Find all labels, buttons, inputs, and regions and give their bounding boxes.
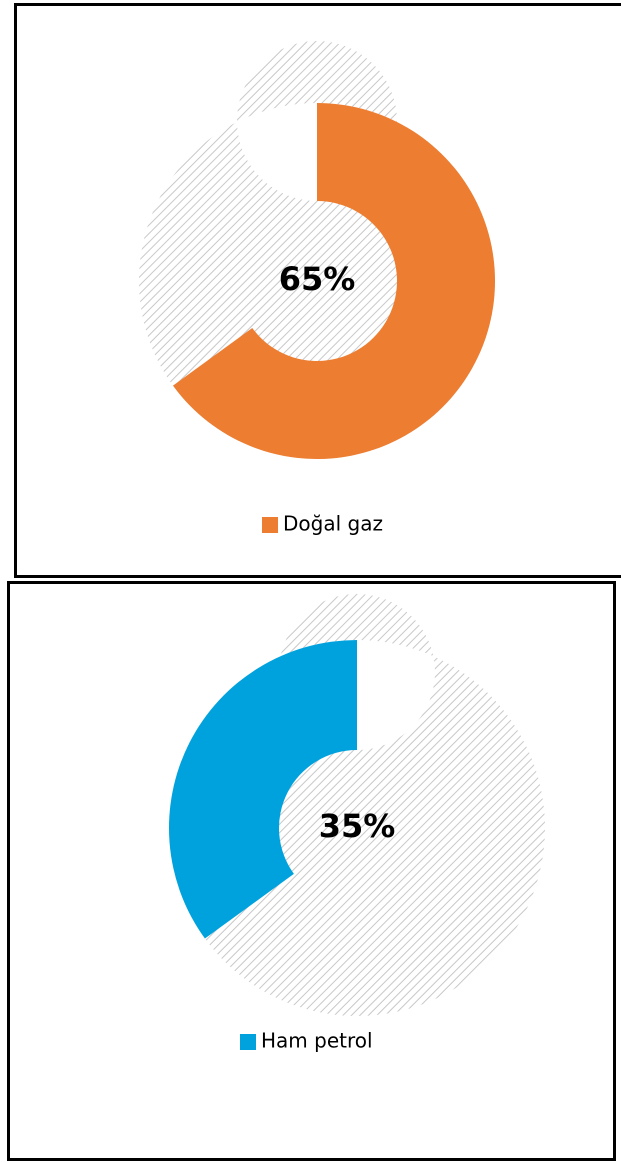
donut-slice	[172, 103, 495, 460]
legend-swatch	[240, 1034, 256, 1050]
legend-swatch	[262, 517, 278, 533]
legend-label: Doğal gaz	[283, 512, 383, 536]
legend-label: Ham petrol	[261, 1029, 373, 1053]
donut-slice	[169, 640, 357, 939]
center-label: 65%	[279, 260, 356, 298]
center-label: 35%	[319, 807, 396, 845]
